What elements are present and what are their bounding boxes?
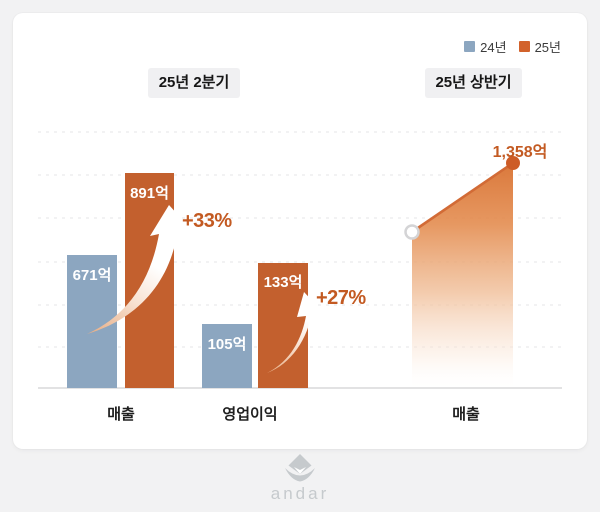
legend-swatch-25-icon <box>518 41 530 52</box>
growth-label-revenue: +33% <box>182 210 232 232</box>
value-label-profit-25: 133억 <box>263 274 303 291</box>
legend-label-24: 24년 <box>480 40 507 55</box>
legend-item-25: 25년 <box>518 37 561 56</box>
halfyear-area-series <box>404 156 520 387</box>
growth-arrow-revenue-icon <box>87 205 188 334</box>
value-label-revenue-25: 891억 <box>130 185 169 202</box>
bar-profit-25 <box>258 263 308 388</box>
category-label-revenue: 매출 <box>107 406 135 423</box>
chart-canvas <box>38 131 562 389</box>
value-label-revenue-24: 671억 <box>72 267 112 284</box>
growth-label-profit: +27% <box>316 287 366 309</box>
growth-arrow-profit-icon <box>267 292 320 373</box>
legend-label-25: 25년 <box>534 40 561 55</box>
legend: 24년 25년 <box>464 37 561 56</box>
value-label-profit-24: 105억 <box>207 336 247 353</box>
legend-swatch-24-icon <box>464 41 476 52</box>
left-chart-title-badge: 25년 2분기 <box>148 68 240 98</box>
chart-card: 24년 25년 25년 2분기 25년 상반기 <box>13 13 587 449</box>
bar-profit-24 <box>202 324 252 388</box>
andar-logo-icon <box>285 454 315 482</box>
legend-item-24: 24년 <box>464 37 507 56</box>
bar-group-profit <box>202 263 308 388</box>
andar-wordmark: andar <box>270 484 330 503</box>
category-label-profit: 영업이익 <box>222 406 278 423</box>
category-label-halfyear-revenue: 매출 <box>452 406 480 423</box>
value-label-halfyear-25: 1,358억 <box>492 144 548 161</box>
point-25 <box>506 156 520 170</box>
right-chart-title-badge: 25년 상반기 <box>425 68 522 98</box>
footer-brand: andar <box>0 452 600 504</box>
point-24 <box>404 224 420 240</box>
trend-line <box>411 161 514 234</box>
